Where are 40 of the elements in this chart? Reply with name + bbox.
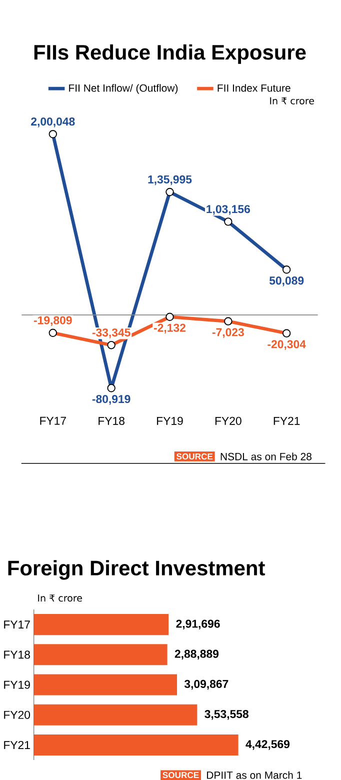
data-label: 3,09,867 xyxy=(184,680,228,690)
data-label: -20,304 xyxy=(267,340,306,350)
bar xyxy=(34,734,238,756)
chart-title: Foreign Direct Investment xyxy=(8,560,265,580)
bar xyxy=(34,674,177,696)
x-tick-label: FY18 xyxy=(98,416,124,425)
chart-title: FIIs Reduce India Exposure xyxy=(34,44,306,64)
data-label: 1,35,995 xyxy=(148,175,192,186)
data-label: 3,53,558 xyxy=(204,710,248,720)
data-label: -80,919 xyxy=(92,394,130,405)
text: SOURCE xyxy=(162,772,199,778)
data-label: 2,91,696 xyxy=(176,620,220,630)
bar xyxy=(34,614,168,636)
y-tick-label: FY18 xyxy=(4,650,30,659)
x-tick-label: FY17 xyxy=(40,416,66,425)
y-tick-label: FY19 xyxy=(4,680,30,689)
legend-label: FII Net Inflow/ (Outflow) xyxy=(68,84,178,94)
x-tick-label: FY20 xyxy=(215,416,242,425)
text: DPIIT as on March 1 xyxy=(206,771,302,779)
text: SOURCE xyxy=(176,453,212,460)
legend-label: FII Index Future xyxy=(218,84,290,92)
data-label: 50,089 xyxy=(269,276,304,286)
bar xyxy=(34,704,197,726)
bar xyxy=(34,644,168,666)
text: NSDL as on Feb 28 xyxy=(220,452,312,460)
data-label: 2,88,889 xyxy=(174,650,218,660)
x-tick-label: FY21 xyxy=(274,416,300,425)
data-label: -19,809 xyxy=(34,316,72,326)
x-tick-label: FY19 xyxy=(156,416,183,425)
y-tick-label: FY17 xyxy=(4,620,30,628)
data-label: -7,023 xyxy=(212,328,244,338)
text: In ₹ crore xyxy=(38,594,82,602)
data-label: 1,03,156 xyxy=(206,205,250,215)
y-tick-label: FY20 xyxy=(4,710,30,719)
data-label: -33,345 xyxy=(92,328,130,338)
data-label: -2,132 xyxy=(154,324,186,334)
y-tick-label: FY21 xyxy=(4,740,30,749)
data-label: 4,42,569 xyxy=(245,740,290,750)
data-label: 2,00,048 xyxy=(30,117,75,128)
text: In ₹ crore xyxy=(270,97,314,104)
